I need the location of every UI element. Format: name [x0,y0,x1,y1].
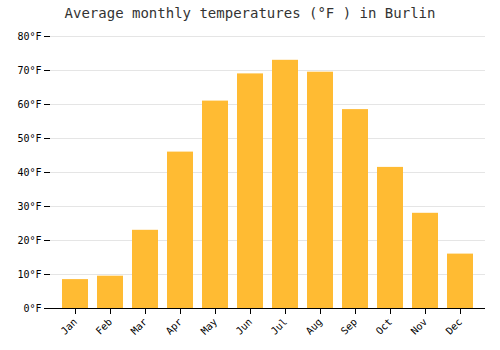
svg-text:Feb: Feb [94,316,115,337]
svg-text:Sep: Sep [339,316,360,337]
svg-text:0°F: 0°F [23,303,41,314]
svg-text:Jul: Jul [269,316,290,337]
svg-text:50°F: 50°F [17,133,41,144]
svg-text:May: May [199,316,220,337]
svg-text:Jan: Jan [59,316,80,337]
svg-text:Oct: Oct [374,316,395,337]
svg-text:Aug: Aug [304,316,325,337]
svg-text:10°F: 10°F [17,269,41,280]
svg-text:20°F: 20°F [17,235,41,246]
svg-text:Jun: Jun [234,316,255,337]
svg-text:30°F: 30°F [17,201,41,212]
html-text:Average monthly temperatures (: Average monthly temperatures (°F ) in Bu… [64,5,436,21]
svg-text:Apr: Apr [164,316,185,337]
svg-text:70°F: 70°F [17,65,41,76]
svg-text:Dec: Dec [444,316,465,337]
svg-text:80°F: 80°F [17,31,41,42]
svg-text:40°F: 40°F [17,167,41,178]
svg-text:60°F: 60°F [17,99,41,110]
svg-text:Mar: Mar [129,316,150,337]
svg-text:Nov: Nov [409,316,430,337]
